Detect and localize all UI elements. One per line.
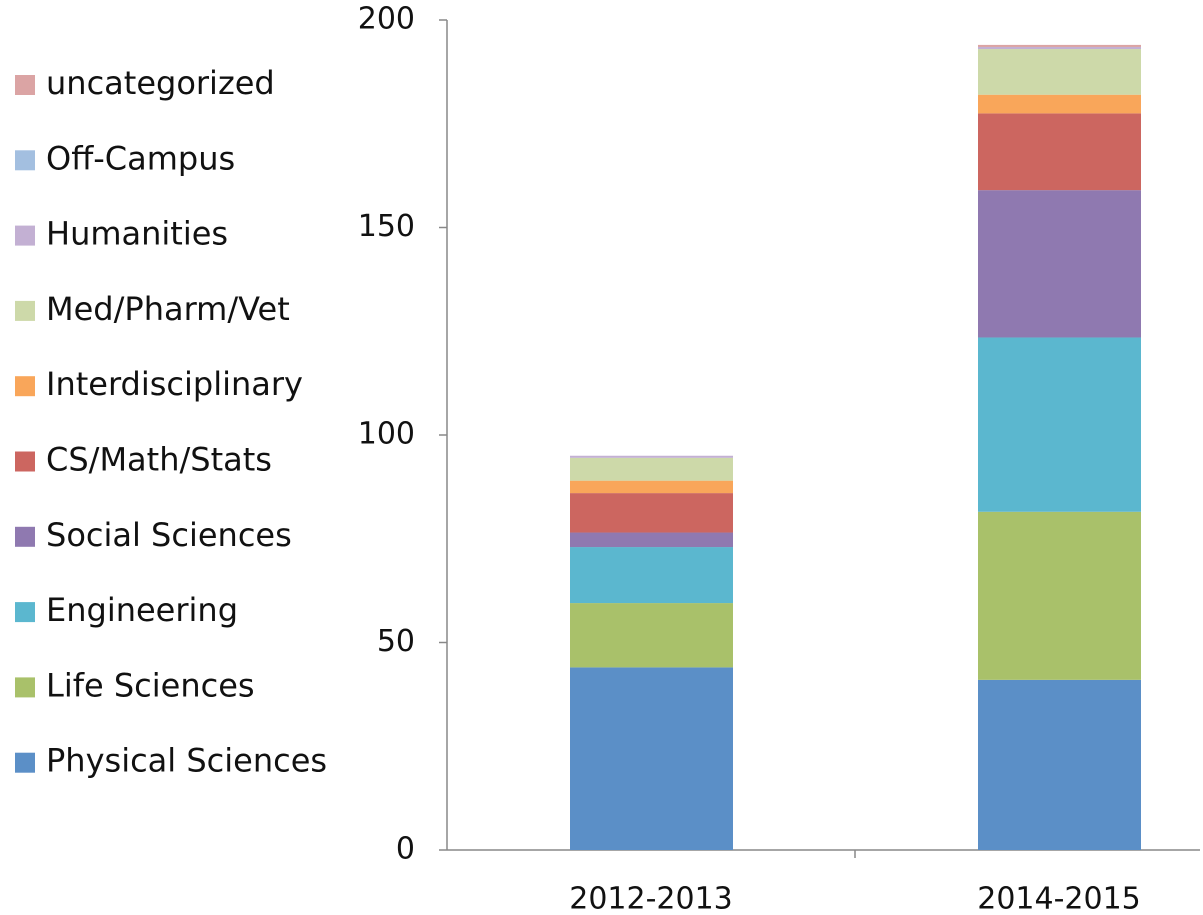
x-tick-label: 2014-2015 [977, 882, 1141, 915]
y-tick-label: 0 [396, 832, 415, 867]
bar-segment [978, 337, 1141, 512]
bar-segment [570, 493, 733, 533]
legend-swatch [15, 75, 35, 95]
bar-segment [978, 190, 1141, 338]
legend-label: Off-Campus [46, 139, 235, 177]
legend-swatch [15, 526, 35, 547]
legend-swatch [15, 451, 35, 472]
bar-segment [978, 679, 1141, 850]
bar-segment [570, 667, 733, 850]
bar-segment [570, 603, 733, 668]
legend-swatch [15, 752, 35, 773]
y-tick-label: 50 [377, 624, 415, 659]
x-tick-label: 2012-2013 [569, 882, 733, 915]
bar-segment [978, 113, 1141, 191]
bar-segment [570, 547, 733, 604]
y-tick-label: 100 [358, 417, 415, 452]
legend-label: Med/Pharm/Vet [46, 290, 290, 328]
legend-label: Interdisciplinary [46, 365, 303, 403]
bar-segment [978, 511, 1141, 680]
legend-label: Engineering [46, 591, 238, 629]
legend-swatch [15, 677, 35, 698]
legend-swatch [15, 150, 35, 171]
y-tick-label: 200 [358, 2, 415, 37]
legend-label: Humanities [46, 215, 228, 253]
bar-segment [978, 49, 1141, 95]
bar-segment [570, 457, 733, 481]
bar-segment [978, 94, 1141, 114]
legend-label: uncategorized [46, 64, 275, 102]
legend-swatch [15, 225, 35, 246]
legend-swatch [15, 300, 35, 321]
legend-swatch [15, 376, 35, 397]
legend-label: Life Sciences [46, 666, 255, 704]
bar-segment [978, 44, 1141, 47]
bar-segment [978, 46, 1141, 50]
legend-swatch [15, 602, 35, 623]
bar-segment [570, 480, 733, 494]
bar-segment [570, 532, 733, 548]
legend-label: Physical Sciences [46, 742, 327, 780]
y-tick-label: 150 [358, 209, 415, 244]
legend-label: CS/Math/Stats [46, 441, 272, 479]
bar-segment [570, 455, 733, 458]
legend-label: Social Sciences [46, 516, 292, 554]
